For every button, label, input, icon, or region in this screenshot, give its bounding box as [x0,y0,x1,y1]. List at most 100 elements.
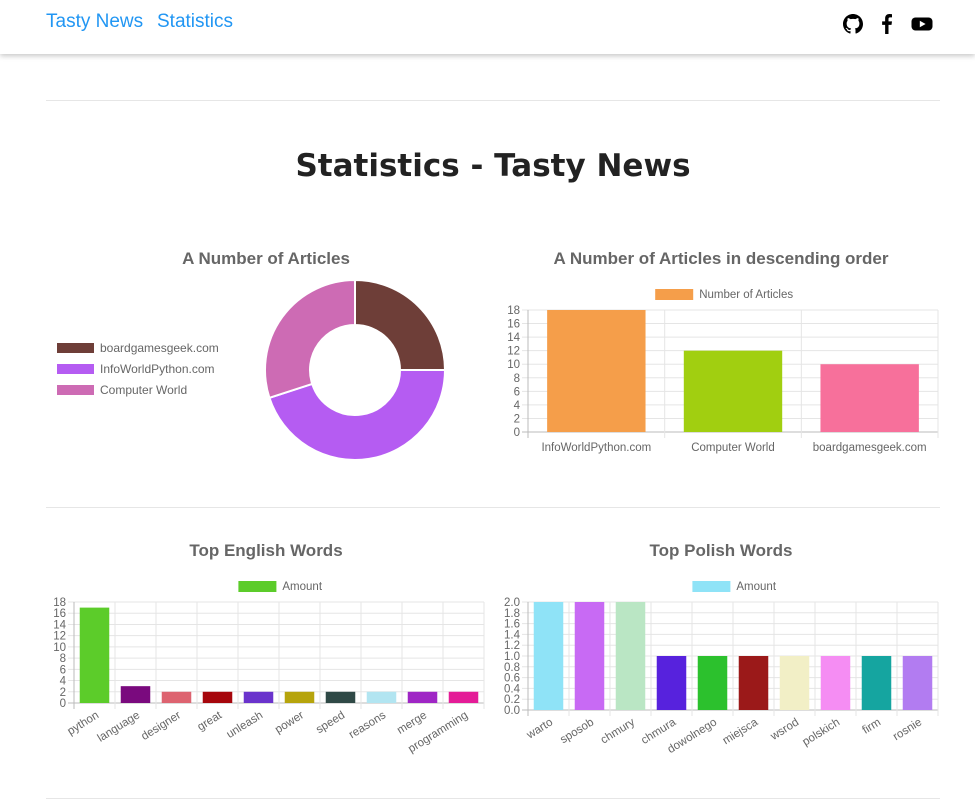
bar-boardgamesgeek-com [820,364,919,432]
divider [46,100,940,101]
y-tick-label: 10 [53,642,66,654]
chart-title-articles: A Number of Articles [182,249,350,268]
polish-words-chart: Amount 0.00.20.40.60.81.01.21.41.61.82.0 w… [504,581,939,756]
y-tick-label: 6 [514,386,520,398]
y-tick-label: 1.6 [504,619,520,631]
y-tick-label: 12 [53,631,66,643]
bar-firm [861,656,892,710]
page-title: Statistics - Tasty News [295,148,691,184]
bar-programming [448,691,479,703]
y-tick-label: 8 [514,373,520,385]
y-tick-label: 0 [60,698,66,710]
english-words-chart: Amount024681012141618pythonlanguagedesig… [53,581,485,755]
y-tick-label: 1.0 [504,651,520,663]
x-tick-label: speed [314,709,347,736]
y-tick-label: 18 [507,305,520,317]
bar-power [284,691,315,703]
x-tick-label: miejsca [721,716,761,747]
bar-language [120,686,151,703]
y-tick-label: 1.2 [504,640,520,652]
facebook-icon[interactable] [877,14,897,34]
x-tick-label: power [273,709,306,736]
y-tick-label: 18 [53,597,66,609]
slice-computer-world [264,278,356,400]
x-tick-label: chmury [599,716,638,746]
x-tick-label: boardgamesgeek.com [813,442,927,454]
y-tick-label: 2.0 [504,597,520,609]
bar-designer [161,691,192,703]
legend-swatch-computer-world [57,385,94,395]
y-tick-label: 1.8 [504,608,520,620]
articles-doughnut-chart: boardgamesgeek.com InfoWorldPython.com Com… [57,278,447,461]
bar-python [79,607,110,703]
bar-great [202,691,233,703]
bar-miejsca [738,656,769,710]
divider [46,798,940,799]
bar-chmura [656,656,687,710]
y-tick-label: 8 [60,653,66,665]
x-tick-label: unleash [225,709,266,741]
divider [46,507,940,508]
x-tick-label: merge [395,709,429,736]
y-tick-label: 16 [507,319,520,331]
y-tick-label: 6 [60,664,66,676]
chart-title-polish: Top Polish Words [649,541,793,560]
bar-chmury [615,602,646,710]
bar-polskich [820,656,851,710]
legend-swatch [692,581,731,592]
chart-title-articles-desc: A Number of Articles in descending order [553,249,889,268]
legend-label-computer-world: Computer World [100,383,187,397]
slice-infoworldpython-com [268,369,447,461]
y-tick-label: 14 [507,332,520,344]
y-tick-label: 14 [53,619,66,631]
bar-dowolnego [697,656,728,710]
bar-speed [325,691,356,703]
y-tick-label: 16 [53,608,66,620]
y-tick-label: 10 [507,359,520,371]
youtube-icon[interactable] [911,14,933,34]
y-tick-label: 12 [507,346,520,358]
y-tick-label: 0.4 [504,683,521,695]
y-tick-label: 0.0 [504,705,520,717]
github-icon[interactable] [843,14,863,34]
top-navbar: Tasty News Statistics [0,0,975,54]
legend-label-boardgamesgeek-com: boardgamesgeek.com [100,341,219,355]
statistics-link[interactable]: Statistics [157,11,234,32]
legend-label-infoworldpython-com: InfoWorldPython.com [100,362,215,376]
legend-swatch-infoworldpython-com [57,364,94,374]
y-tick-label: 0.2 [504,694,520,706]
bar-merge [407,691,438,703]
bar-rosnie [902,656,933,710]
x-tick-label: warto [524,716,555,742]
bar-sposob [574,602,605,710]
y-tick-label: 4 [514,400,521,412]
legend-label: Number of Articles [699,289,793,301]
x-tick-label: great [195,709,224,733]
y-tick-label: 0.8 [504,662,520,674]
bar-wsrod [779,656,810,710]
chart-title-english: Top English Words [189,541,343,560]
y-tick-label: 1.4 [504,629,521,641]
y-tick-label: 0.6 [504,673,520,685]
legend-label: Amount [736,581,776,593]
x-tick-label: InfoWorldPython.com [541,442,651,454]
bar-warto [533,602,564,710]
y-tick-label: 4 [60,676,67,688]
legend-swatch [238,581,277,592]
x-tick-label: wsrod [768,716,801,743]
x-tick-label: polskich [800,716,842,748]
bar-reasons [366,691,397,703]
y-tick-label: 2 [60,687,66,699]
brand-link[interactable]: Tasty News [46,11,144,32]
bar-computer-world [683,350,783,432]
x-tick-label: rosnie [891,716,924,743]
x-tick-label: language [96,709,142,744]
bar-infoworldpython-com [547,310,646,432]
bar-unleash [243,691,274,703]
legend-swatch [655,289,694,300]
x-tick-label: firm [860,716,883,736]
legend-swatch-boardgamesgeek-com [57,343,94,353]
legend-label: Amount [282,581,322,593]
y-tick-label: 2 [514,413,520,425]
